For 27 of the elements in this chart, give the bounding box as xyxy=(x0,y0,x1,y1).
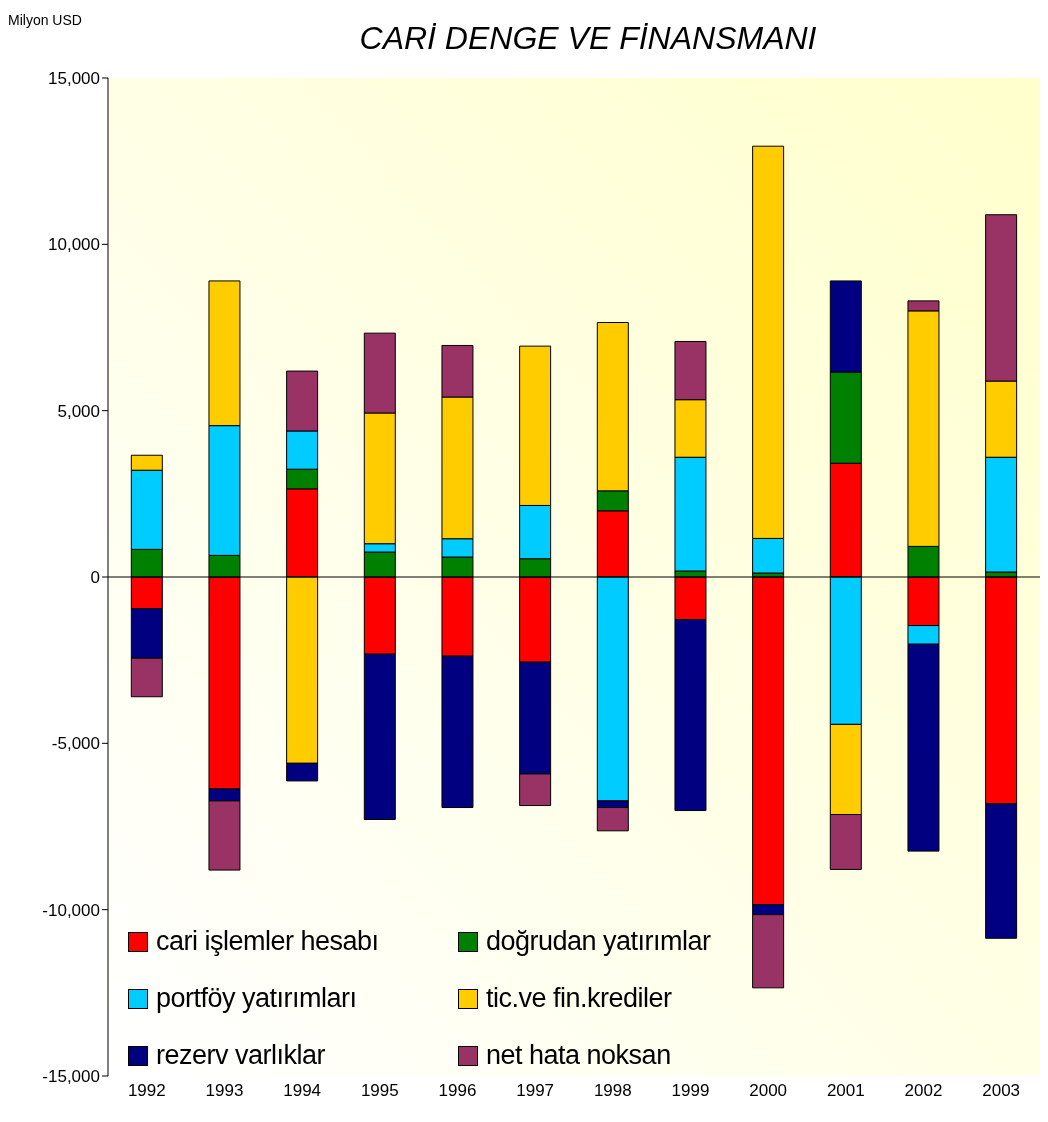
y-tick-label: -10,000 xyxy=(42,900,100,920)
x-tick-label: 2002 xyxy=(904,1081,943,1101)
legend-label: net hata noksan xyxy=(486,1040,671,1071)
legend-label: rezerv varlıklar xyxy=(156,1040,326,1071)
x-tick-label: 1992 xyxy=(127,1081,166,1101)
legend-label: cari işlemler hesabı xyxy=(156,926,379,957)
x-tick-label: 1997 xyxy=(516,1081,555,1101)
y-tick-label: -5,000 xyxy=(51,734,100,754)
y-tick-label: 5,000 xyxy=(57,401,100,421)
legend-label: doğrudan yatırımlar xyxy=(486,926,711,957)
y-tick-label: 10,000 xyxy=(48,235,100,255)
x-tick-label: 2000 xyxy=(749,1081,788,1101)
x-tick-label: 2001 xyxy=(826,1081,865,1101)
y-tick-label: 15,000 xyxy=(48,69,100,89)
x-tick-label: 1995 xyxy=(360,1081,399,1101)
x-tick-label: 1999 xyxy=(671,1081,710,1101)
x-tick-label: 1993 xyxy=(205,1081,244,1101)
legend-label: tic.ve fin.krediler xyxy=(486,983,672,1014)
y-tick-label: -15,000 xyxy=(42,1067,100,1087)
legend-label: portföy yatırımları xyxy=(156,983,357,1014)
y-tick-label: 0 xyxy=(90,568,100,588)
x-tick-label: 2003 xyxy=(982,1081,1021,1101)
x-tick-label: 1996 xyxy=(438,1081,477,1101)
x-tick-label: 1998 xyxy=(593,1081,632,1101)
y-axis-title: Milyon USD xyxy=(8,12,82,28)
chart-title: CARİ DENGE VE FİNANSMANI xyxy=(358,20,818,57)
x-tick-label: 1994 xyxy=(283,1081,322,1101)
